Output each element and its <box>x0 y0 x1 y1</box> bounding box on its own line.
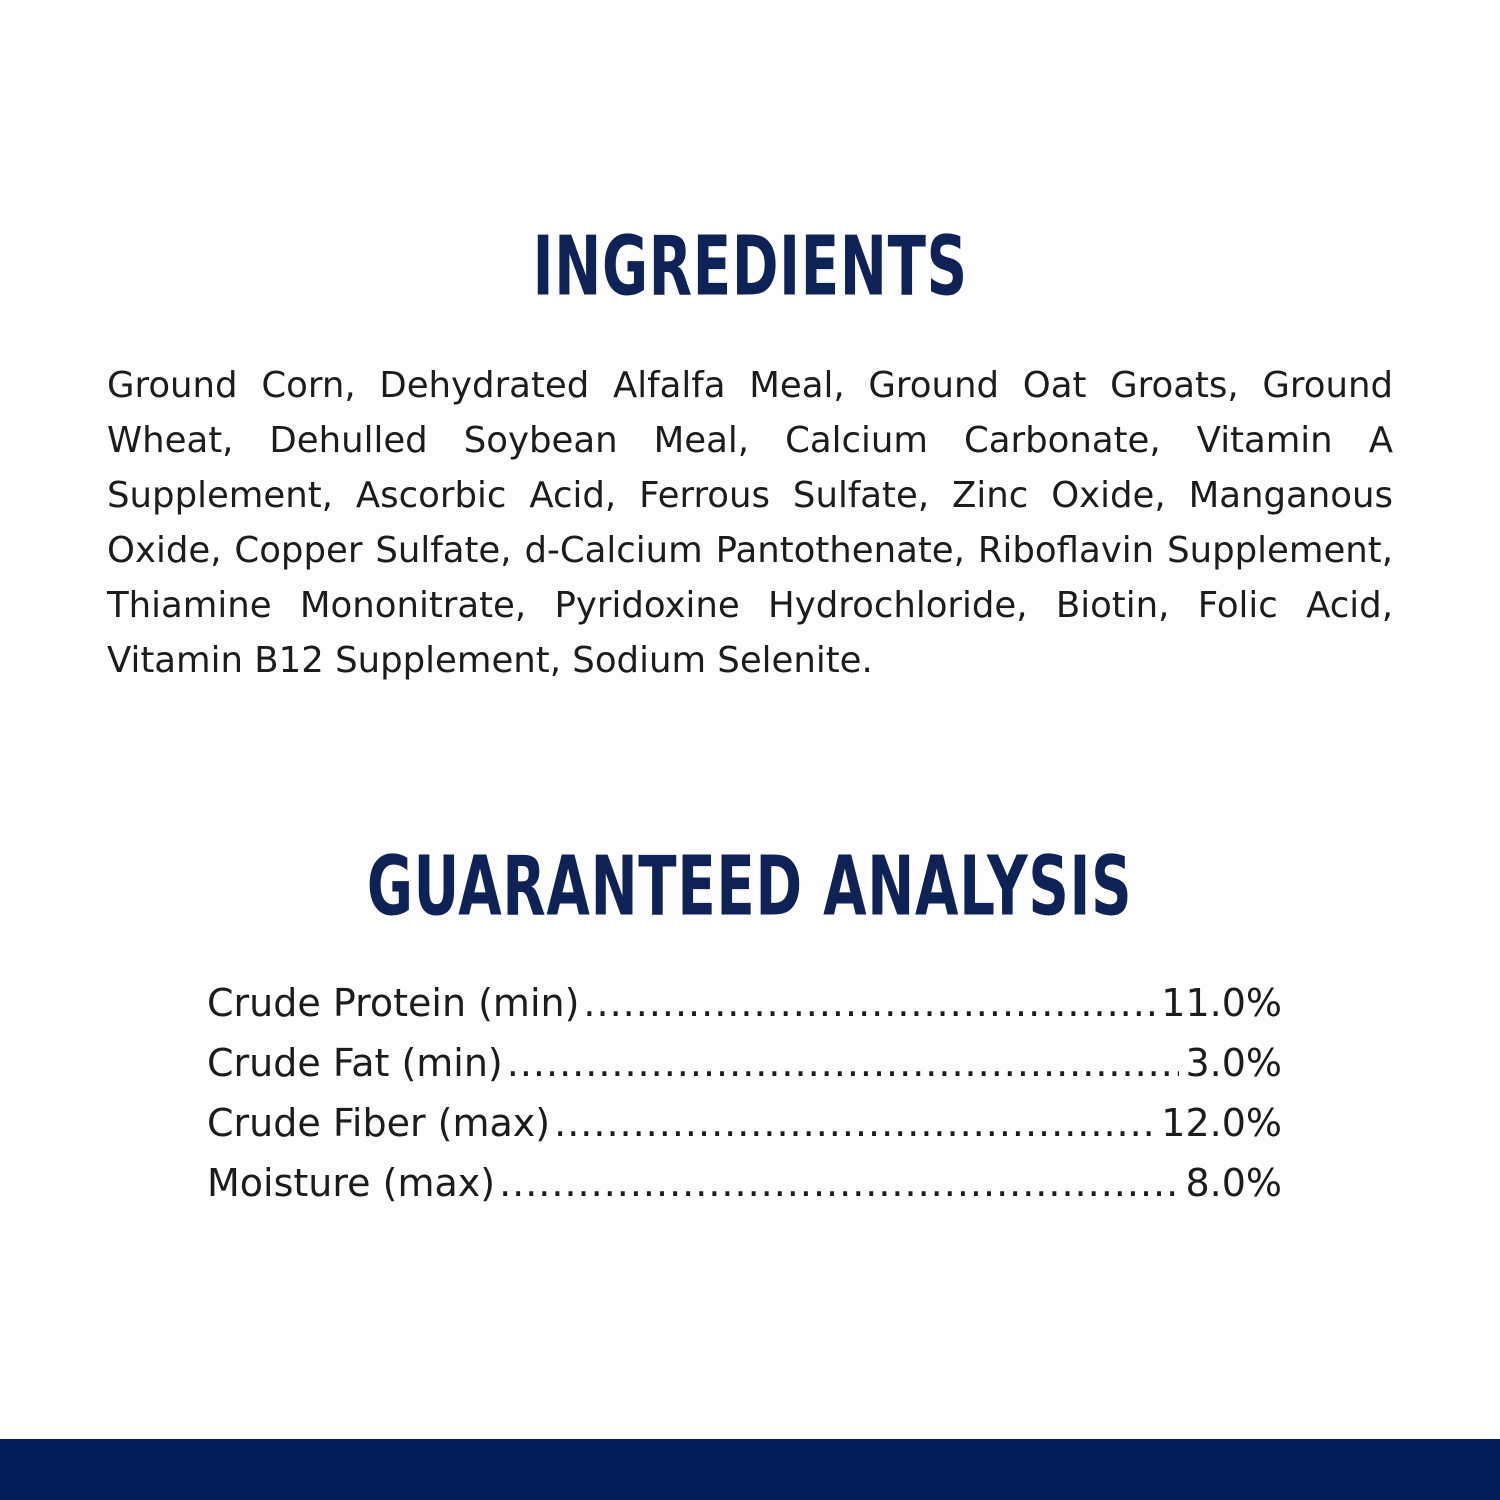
dot-leader <box>554 1093 1155 1153</box>
dot-leader <box>583 973 1155 1033</box>
analysis-value: 11.0% <box>1161 981 1282 1025</box>
analysis-label: Moisture (max) <box>207 1161 496 1205</box>
analysis-value: 3.0% <box>1185 1041 1282 1085</box>
analysis-value: 8.0% <box>1185 1161 1282 1205</box>
analysis-table: Crude Protein (min) 11.0% Crude Fat (min)… <box>207 973 1282 1213</box>
analysis-label: Crude Protein (min) <box>207 981 580 1025</box>
dot-leader <box>499 1153 1179 1213</box>
analysis-label: Crude Fat (min) <box>207 1041 503 1085</box>
ingredients-list: Ground Corn, Dehydrated Alfalfa Meal, Gr… <box>107 365 1393 681</box>
analysis-row: Crude Fiber (max) 12.0% <box>207 1093 1282 1153</box>
analysis-label: Crude Fiber (max) <box>207 1101 551 1145</box>
dot-leader <box>507 1033 1180 1093</box>
footer-band <box>0 1439 1500 1500</box>
ingredients-heading: INGREDIENTS <box>532 219 968 315</box>
analysis-row: Crude Fat (min) 3.0% <box>207 1033 1282 1093</box>
guaranteed-analysis-heading: GUARANTEED ANALYSIS <box>367 839 1133 935</box>
analysis-value: 12.0% <box>1161 1101 1282 1145</box>
analysis-row: Crude Protein (min) 11.0% <box>207 973 1282 1033</box>
analysis-row: Moisture (max) 8.0% <box>207 1153 1282 1213</box>
